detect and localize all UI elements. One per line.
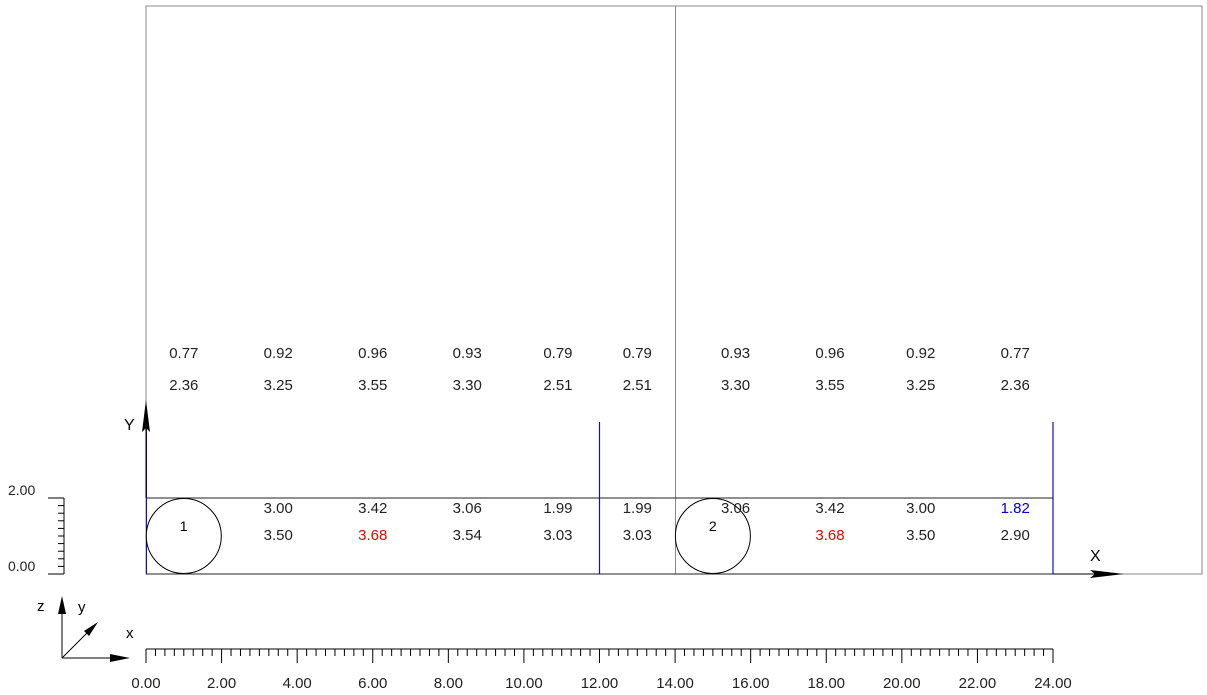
result-value: 1.99 <box>623 500 652 517</box>
x-axis-label: X <box>1090 548 1101 565</box>
result-value: 3.42 <box>358 500 387 517</box>
column-label: 2 <box>709 518 717 534</box>
result-value: 2.90 <box>1001 527 1030 544</box>
result-value: 2.36 <box>169 377 198 394</box>
result-value: 3.03 <box>543 527 572 544</box>
ruler-tick-label: 20.00 <box>883 675 921 692</box>
ruler-tick-label: 4.00 <box>283 675 312 692</box>
result-value: 3.30 <box>453 377 482 394</box>
result-value: 3.42 <box>815 500 844 517</box>
ruler-tick-label: 2.00 <box>207 675 236 692</box>
result-value: 3.00 <box>264 500 293 517</box>
ruler-tick-label: 16.00 <box>732 675 770 692</box>
vertical-ruler <box>48 497 65 575</box>
result-value: 3.06 <box>721 500 750 517</box>
horizontal-ruler: 0.00 2.00 4.00 6.00 8.00 10.00 12.00 14.00 16.00… <box>131 649 1072 692</box>
result-value: 0.92 <box>264 345 293 362</box>
result-value: 3.30 <box>721 377 750 394</box>
triad-z-label: z <box>37 598 45 615</box>
result-value: 3.68 <box>815 527 844 544</box>
y-ruler-label-bottom: 0.00 <box>8 558 35 574</box>
ruler-tick-label: 8.00 <box>434 675 463 692</box>
ruler-tick-label: 6.00 <box>358 675 387 692</box>
result-value: 0.77 <box>1001 345 1030 362</box>
result-value: 3.55 <box>815 377 844 394</box>
triad-y-label: y <box>78 599 86 616</box>
result-value: 0.79 <box>543 345 572 362</box>
result-value: 3.25 <box>264 377 293 394</box>
result-value: 3.25 <box>906 377 935 394</box>
result-value: 1.82 <box>1001 500 1030 517</box>
ruler-tick-label: 18.00 <box>807 675 845 692</box>
y-axis-label: Y <box>124 417 135 434</box>
x-axis-arrowhead <box>1090 570 1124 578</box>
column-circle <box>145 498 222 574</box>
result-value: 3.03 <box>623 527 652 544</box>
result-value: 3.50 <box>906 527 935 544</box>
result-value: 1.99 <box>543 500 572 517</box>
result-value: 3.06 <box>453 500 482 517</box>
result-value: 3.50 <box>264 527 293 544</box>
ruler-tick-label: 14.00 <box>656 675 694 692</box>
result-value: 2.51 <box>543 377 572 394</box>
result-value: 0.93 <box>453 345 482 362</box>
result-value: 2.51 <box>623 377 652 394</box>
ruler-tick-label: 10.00 <box>505 675 543 692</box>
result-value: 2.36 <box>1001 377 1030 394</box>
ruler-tick-label: 12.00 <box>581 675 619 692</box>
column-circle <box>674 498 751 574</box>
ruler-tick-label: 24.00 <box>1034 675 1072 692</box>
result-value: 0.77 <box>169 345 198 362</box>
column-label: 1 <box>180 518 188 534</box>
result-value: 3.00 <box>906 500 935 517</box>
y-axis-arrowhead <box>142 400 150 432</box>
result-value: 3.55 <box>358 377 387 394</box>
result-value: 0.92 <box>906 345 935 362</box>
result-value: 0.96 <box>815 345 844 362</box>
triad-x-label: x <box>126 625 134 642</box>
ruler-tick-label: 22.00 <box>959 675 997 692</box>
support-lines <box>598 422 1054 574</box>
result-value: 0.79 <box>623 345 652 362</box>
y-ruler-label-top: 2.00 <box>8 482 35 498</box>
result-value: 0.93 <box>721 345 750 362</box>
result-value: 0.96 <box>358 345 387 362</box>
ruler-tick-label: 0.00 <box>131 675 160 692</box>
view-frame <box>145 5 1203 575</box>
result-value: 3.68 <box>358 527 387 544</box>
result-value: 3.54 <box>453 527 482 544</box>
axis-triad <box>58 596 130 662</box>
result-values: 0.77 0.92 0.96 0.93 0.79 0.79 0.93 0.96 0.92 0.77… <box>169 345 1030 544</box>
